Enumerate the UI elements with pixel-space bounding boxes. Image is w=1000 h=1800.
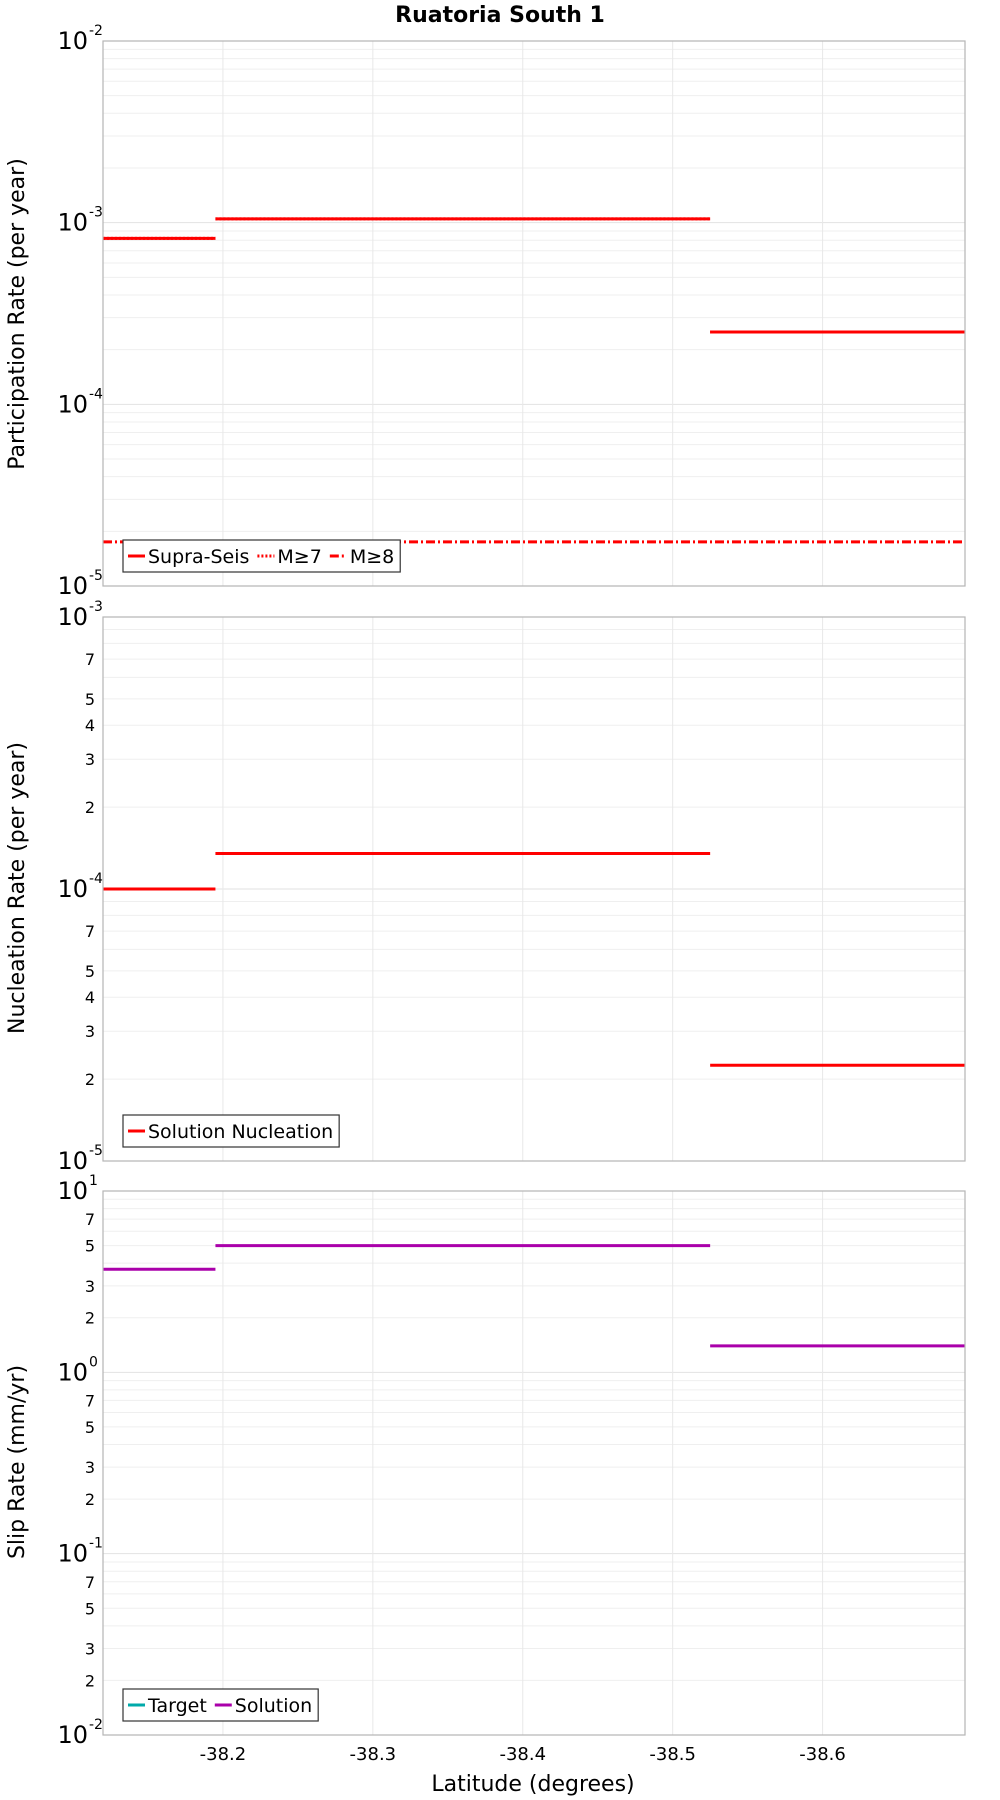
y-tick-base: 10: [57, 1177, 88, 1205]
y-minor-tick-label: 5: [85, 1418, 95, 1437]
y-label-slip: Slip Rate (mm/yr): [5, 1365, 30, 1559]
y-minor-tick-label: 4: [85, 716, 95, 735]
y-minor-tick-label: 4: [85, 988, 95, 1007]
y-tick-base: 10: [57, 27, 88, 55]
x-tick-label: -38.2: [200, 1744, 247, 1765]
y-tick-base: 10: [57, 1358, 88, 1386]
series-solution-nucleation: [103, 852, 965, 1067]
y-tick-label: 10 -2: [57, 23, 103, 55]
y-minor-tick-label: 5: [85, 962, 95, 981]
y-minor-tick-label: 5: [85, 1237, 95, 1256]
y-tick-label: 10 0: [57, 1354, 97, 1386]
y-minor-tick-label: 5: [85, 1599, 95, 1618]
y-minor-tick-label: 2: [85, 1309, 95, 1328]
y-tick-exponent: -2: [89, 1717, 103, 1733]
y-tick-exponent: -2: [89, 23, 103, 39]
y-tick-base: 10: [57, 603, 88, 631]
series-solution: [103, 1244, 965, 1348]
chart-title: Ruatoria South 1: [395, 3, 605, 28]
x-label: Latitude (degrees): [431, 1772, 634, 1797]
y-minor-tick-label: 3: [85, 1458, 95, 1477]
y-tick-base: 10: [57, 1721, 88, 1749]
y-tick-exponent: -3: [89, 205, 103, 221]
y-tick-exponent: 1: [89, 1173, 98, 1189]
y-tick-exponent: -4: [89, 386, 103, 402]
y-minor-tick-label: 3: [85, 750, 95, 769]
y-minor-tick-label: 3: [85, 1639, 95, 1658]
y-label-participation: Participation Rate (per year): [5, 158, 30, 470]
y-tick-base: 10: [57, 875, 88, 903]
legend-entry: Solution Nucleation: [148, 1121, 333, 1143]
y-minor-tick-label: 3: [85, 1022, 95, 1041]
y-minor-tick-label: 3: [85, 1277, 95, 1296]
y-minor-tick-label: 2: [85, 1671, 95, 1690]
y-tick-label: 10 -3: [57, 599, 103, 631]
y-minor-tick-label: 7: [85, 1573, 95, 1592]
y-tick-exponent: -1: [89, 1536, 103, 1552]
y-tick-base: 10: [57, 572, 88, 600]
y-minor-tick-label: 7: [85, 1391, 95, 1410]
y-tick-label: 10 -5: [57, 1143, 103, 1175]
legend: Supra-Seis M≥7 M≥8: [122, 539, 401, 573]
plot-area: [103, 41, 965, 586]
plot-frame: [102, 616, 966, 1162]
y-label-nucleation: Nucleation Rate (per year): [5, 742, 30, 1034]
legend-entry: M≥7: [277, 546, 321, 568]
y-tick-label: 10 -5: [57, 568, 103, 600]
plot-frame: [102, 1190, 966, 1736]
legend: Solution Nucleation: [122, 1114, 340, 1148]
y-tick-base: 10: [57, 209, 88, 237]
y-tick-label: 10 -4: [57, 386, 103, 418]
plot-area: [103, 1191, 965, 1735]
y-tick-exponent: -4: [89, 871, 103, 887]
y-tick-exponent: -5: [89, 568, 103, 584]
y-minor-tick-label: 2: [85, 1070, 95, 1089]
y-tick-label: 10 -1: [57, 1536, 103, 1568]
y-tick-label: 10 -3: [57, 205, 103, 237]
x-tick-label: -38.3: [350, 1744, 397, 1765]
y-minor-tick-label: 2: [85, 798, 95, 817]
y-tick-label: 10 -2: [57, 1717, 103, 1749]
x-tick-label: -38.4: [499, 1744, 546, 1765]
legend-entry: Supra-Seis: [148, 546, 249, 568]
y-minor-tick-label: 7: [85, 922, 95, 941]
y-tick-exponent: -5: [89, 1143, 103, 1159]
y-tick-base: 10: [57, 1147, 88, 1175]
y-tick-label: 10 -4: [57, 871, 103, 903]
y-tick-label: 10 1: [57, 1173, 97, 1205]
series-m-7: [103, 217, 965, 334]
y-tick-exponent: 0: [89, 1354, 98, 1370]
legend-entry: M≥8: [350, 546, 394, 568]
plot-frame: [102, 40, 966, 587]
legend: Target Solution: [122, 1688, 319, 1722]
legend-entry: Solution: [235, 1695, 312, 1717]
x-tick-label: -38.5: [649, 1744, 696, 1765]
y-minor-tick-label: 7: [85, 650, 95, 669]
y-tick-base: 10: [57, 390, 88, 418]
y-minor-tick-label: 7: [85, 1210, 95, 1229]
y-tick-base: 10: [57, 1540, 88, 1568]
x-tick-label: -38.6: [799, 1744, 846, 1765]
y-minor-tick-label: 5: [85, 690, 95, 709]
legend-entry: Target: [147, 1695, 207, 1717]
legend-box: [122, 1114, 340, 1148]
x-axis: -38.2 -38.3 -38.4 -38.5 -38.6: [200, 1744, 846, 1765]
y-minor-tick-label: 2: [85, 1490, 95, 1509]
y-tick-exponent: -3: [89, 599, 103, 615]
